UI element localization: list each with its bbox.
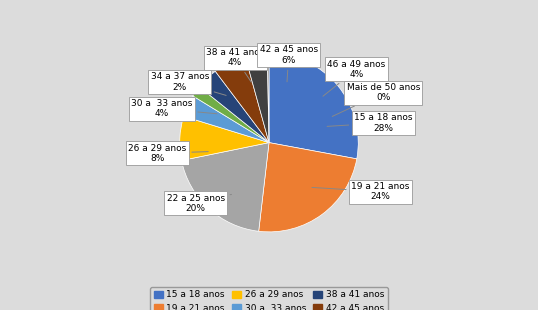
Text: 15 a 18 anos
28%: 15 a 18 anos 28%: [327, 113, 413, 133]
Wedge shape: [181, 143, 269, 231]
Text: 34 a 37 anos
2%: 34 a 37 anos 2%: [151, 72, 226, 95]
Wedge shape: [180, 116, 269, 161]
Wedge shape: [215, 56, 269, 143]
Text: 19 a 21 anos
24%: 19 a 21 anos 24%: [312, 182, 410, 202]
Text: 26 a 29 anos
8%: 26 a 29 anos 8%: [128, 144, 208, 163]
Text: Mais de 50 anos
0%: Mais de 50 anos 0%: [332, 83, 420, 117]
Text: 22 a 25 anos
20%: 22 a 25 anos 20%: [167, 194, 231, 213]
Text: 30 a  33 anos
4%: 30 a 33 anos 4%: [131, 99, 217, 118]
Wedge shape: [245, 53, 269, 143]
Legend: 15 a 18 anos, 19 a 21 anos, 22 a 25 anos, 26 a 29 anos, 30 a  33 anos, 34 a 37 a: 15 a 18 anos, 19 a 21 anos, 22 a 25 anos…: [150, 287, 388, 310]
Wedge shape: [193, 87, 269, 143]
Wedge shape: [199, 71, 269, 143]
Wedge shape: [259, 143, 357, 232]
Text: 38 a 41 anos
4%: 38 a 41 anos 4%: [206, 48, 264, 82]
Text: 42 a 45 anos
6%: 42 a 45 anos 6%: [259, 45, 318, 82]
Wedge shape: [267, 53, 269, 143]
Text: 46 a 49 anos
4%: 46 a 49 anos 4%: [323, 60, 386, 96]
Wedge shape: [183, 96, 269, 143]
Wedge shape: [269, 53, 358, 159]
